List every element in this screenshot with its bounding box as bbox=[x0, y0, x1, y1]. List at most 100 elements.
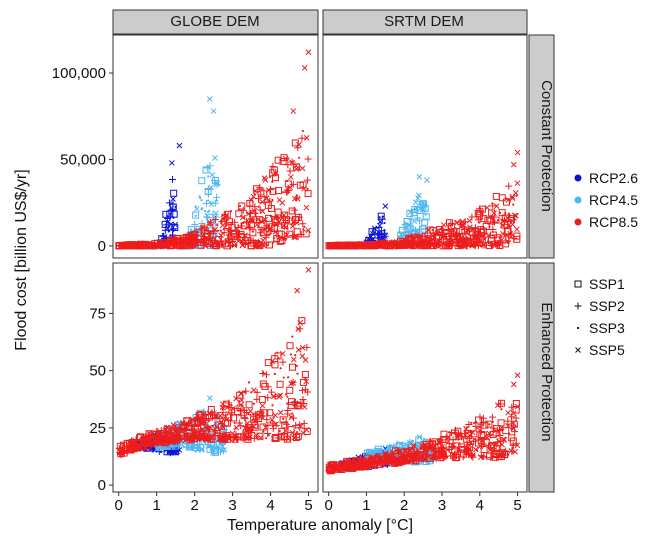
data-point bbox=[430, 446, 437, 453]
data-point bbox=[170, 196, 176, 202]
data-point bbox=[388, 239, 395, 246]
data-point bbox=[477, 427, 483, 433]
data-point bbox=[339, 463, 347, 471]
data-point bbox=[280, 222, 288, 230]
data-point bbox=[496, 437, 504, 445]
legend-label: RCP2.6 bbox=[589, 170, 638, 186]
data-point bbox=[426, 235, 434, 243]
data-point bbox=[287, 398, 295, 406]
data-point bbox=[446, 239, 452, 246]
legend-shape-swatch bbox=[575, 347, 581, 353]
data-point bbox=[206, 395, 213, 401]
data-point bbox=[470, 437, 478, 445]
data-point bbox=[274, 187, 282, 195]
data-point bbox=[210, 230, 213, 233]
data-point bbox=[505, 422, 511, 429]
data-point bbox=[416, 444, 420, 447]
data-point bbox=[218, 232, 224, 239]
data-point bbox=[412, 457, 420, 465]
data-point bbox=[380, 455, 388, 463]
data-point bbox=[481, 229, 489, 237]
data-point bbox=[343, 457, 351, 465]
data-point bbox=[239, 214, 246, 221]
data-point bbox=[513, 235, 521, 243]
data-point bbox=[480, 446, 488, 454]
data-point bbox=[332, 466, 335, 470]
data-point bbox=[459, 239, 462, 242]
panel-globe-constant bbox=[112, 34, 319, 259]
data-point bbox=[125, 440, 133, 448]
data-point bbox=[475, 244, 479, 247]
data-point bbox=[371, 242, 378, 249]
data-point bbox=[136, 242, 143, 248]
data-point bbox=[212, 413, 220, 421]
data-point bbox=[478, 432, 486, 440]
data-point bbox=[122, 443, 126, 446]
data-point bbox=[217, 229, 220, 232]
data-point bbox=[238, 222, 246, 230]
data-point bbox=[194, 214, 197, 217]
data-point bbox=[507, 215, 515, 223]
legend-shape-swatch bbox=[576, 326, 580, 330]
data-point bbox=[157, 435, 165, 443]
data-point bbox=[393, 238, 401, 246]
data-point bbox=[141, 433, 149, 441]
data-point bbox=[291, 412, 294, 415]
strip-column-1 bbox=[322, 9, 528, 35]
data-point bbox=[164, 424, 170, 431]
data-point bbox=[190, 437, 193, 440]
data-point bbox=[241, 413, 249, 421]
data-point bbox=[394, 448, 401, 455]
data-point bbox=[393, 459, 396, 462]
data-point bbox=[259, 229, 267, 237]
data-point bbox=[182, 422, 190, 430]
data-point bbox=[417, 235, 425, 243]
data-point bbox=[486, 430, 493, 437]
data-point bbox=[303, 427, 306, 430]
data-point bbox=[242, 408, 250, 416]
data-point bbox=[507, 432, 511, 435]
data-point bbox=[264, 383, 272, 391]
data-point bbox=[488, 413, 496, 421]
data-point bbox=[305, 227, 312, 234]
legend-shape-swatch bbox=[574, 302, 582, 310]
strip-row-1 bbox=[528, 262, 555, 493]
data-point bbox=[447, 449, 450, 452]
data-point bbox=[265, 214, 273, 222]
data-point bbox=[132, 436, 140, 444]
data-point bbox=[223, 416, 230, 423]
data-point bbox=[202, 166, 210, 174]
data-point bbox=[333, 244, 337, 247]
data-point bbox=[459, 453, 467, 461]
data-point bbox=[176, 433, 179, 436]
data-point bbox=[184, 434, 192, 442]
data-point bbox=[228, 403, 231, 406]
data-point bbox=[116, 242, 124, 250]
data-point bbox=[439, 453, 446, 460]
data-point bbox=[504, 228, 512, 236]
data-point bbox=[262, 216, 269, 223]
data-point bbox=[435, 234, 443, 242]
data-point bbox=[259, 369, 267, 377]
data-point bbox=[198, 430, 206, 438]
data-point bbox=[273, 213, 281, 221]
data-point bbox=[198, 420, 205, 427]
data-point bbox=[422, 440, 430, 448]
data-point bbox=[509, 195, 516, 202]
data-point bbox=[253, 388, 261, 396]
x-tick-label: 4 bbox=[266, 497, 274, 514]
data-point bbox=[122, 448, 125, 452]
data-point bbox=[407, 237, 414, 244]
data-point bbox=[124, 451, 128, 454]
data-point bbox=[169, 205, 177, 213]
data-point bbox=[403, 458, 410, 465]
data-point bbox=[378, 216, 381, 219]
data-point bbox=[272, 412, 279, 419]
data-point bbox=[460, 445, 463, 449]
data-point bbox=[514, 372, 521, 379]
data-point bbox=[238, 390, 245, 397]
data-point bbox=[479, 431, 487, 439]
x-tick-label: 5 bbox=[304, 497, 312, 514]
data-point bbox=[286, 167, 294, 175]
data-point bbox=[371, 240, 379, 248]
